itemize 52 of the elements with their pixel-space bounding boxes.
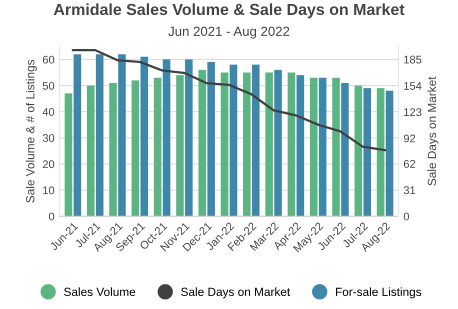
y-tick-label: 0 bbox=[48, 212, 54, 220]
bar bbox=[332, 78, 340, 216]
y2-tick-label: 92 bbox=[404, 134, 416, 142]
bar bbox=[207, 62, 215, 216]
bar bbox=[176, 75, 184, 216]
bar bbox=[185, 59, 193, 216]
legend-label: For-sale Listings bbox=[336, 287, 422, 298]
line-series bbox=[72, 48, 386, 152]
y2-axis-title: Sale Days on Market bbox=[427, 76, 438, 186]
y-axis-title: Sale Volume & # of Listings bbox=[26, 60, 37, 203]
bar bbox=[363, 88, 372, 216]
bar bbox=[354, 86, 362, 216]
bar bbox=[265, 72, 273, 216]
bar bbox=[252, 64, 260, 216]
y-tick-label: 30 bbox=[42, 134, 54, 142]
legend-label: Sale Days on Market bbox=[181, 287, 290, 298]
bar bbox=[288, 72, 296, 216]
bar bbox=[132, 80, 140, 216]
bar bbox=[109, 82, 117, 216]
bar bbox=[376, 88, 384, 216]
y2-tick-label: 154 bbox=[404, 82, 422, 90]
y-tick-label: 60 bbox=[42, 56, 54, 64]
chart-title: Armidale Sales Volume & Sale Days on Market bbox=[54, 3, 404, 18]
y-tick-label: 50 bbox=[42, 82, 54, 90]
bar bbox=[140, 56, 148, 216]
bar bbox=[310, 78, 318, 216]
y2-tick-label: 185 bbox=[404, 56, 422, 64]
bar bbox=[96, 54, 104, 216]
y-tick-label: 10 bbox=[43, 186, 54, 194]
bar bbox=[386, 90, 394, 216]
bar bbox=[118, 54, 126, 216]
y-tick-label: 20 bbox=[42, 160, 54, 168]
bar bbox=[296, 75, 304, 216]
y2-tick-label: 31 bbox=[404, 186, 416, 194]
bar bbox=[198, 70, 206, 216]
bar bbox=[243, 72, 251, 216]
chart-subtitle: Jun 2021 - Aug 2022 bbox=[168, 26, 290, 39]
bar bbox=[220, 72, 228, 216]
legend-label: Sales Volume bbox=[64, 287, 136, 296]
bar bbox=[154, 78, 162, 216]
bar bbox=[341, 82, 349, 216]
y2-tick-label: 62 bbox=[404, 160, 416, 168]
y-tick-label: 40 bbox=[42, 108, 54, 116]
y2-tick-label: 123 bbox=[404, 108, 422, 116]
bar bbox=[86, 86, 95, 216]
y2-tick-label: 0 bbox=[404, 212, 410, 220]
bar bbox=[162, 59, 170, 216]
bar bbox=[274, 70, 282, 216]
bar bbox=[318, 78, 326, 216]
bar bbox=[74, 54, 82, 216]
bar bbox=[230, 64, 238, 216]
bar bbox=[64, 93, 72, 216]
